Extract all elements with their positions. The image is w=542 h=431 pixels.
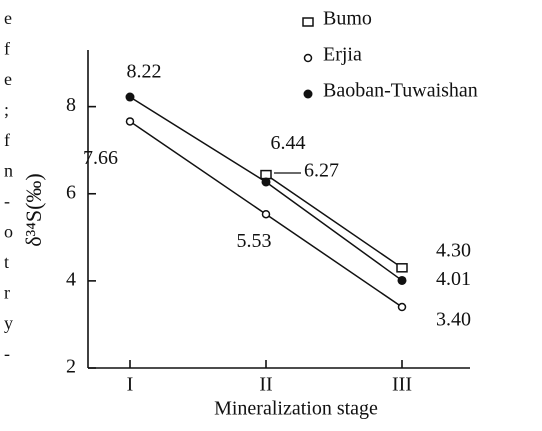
data-label: 6.44 [271, 132, 306, 154]
data-label: 5.53 [237, 230, 272, 252]
legend-label: Baoban-Tuwaishan [323, 80, 478, 102]
y-axis-label: δ³⁴S(‰) [21, 173, 46, 247]
margin-fragment: - [4, 191, 10, 211]
margin-fragment: n [4, 161, 13, 181]
y-tick-label: 8 [66, 94, 76, 116]
marker [260, 169, 272, 180]
series-line [129, 96, 403, 282]
marker [261, 177, 271, 187]
legend-label: Erjia [323, 44, 362, 66]
marker [397, 302, 407, 312]
margin-fragment: f [4, 39, 10, 59]
margin-fragment: f [4, 130, 10, 150]
legend-label: Bumo [323, 8, 372, 30]
data-label: 4.30 [436, 239, 471, 261]
y-tick-label: 4 [66, 268, 76, 290]
data-label: 4.01 [436, 268, 471, 290]
marker [303, 53, 313, 63]
data-label: 3.40 [436, 309, 471, 331]
marker [302, 17, 314, 27]
y-tick-label: 2 [66, 356, 76, 378]
margin-fragment: y [4, 313, 13, 333]
margin-fragment: e [4, 69, 12, 89]
marker [397, 275, 407, 285]
data-label: 7.66 [83, 147, 118, 169]
marker [125, 92, 135, 102]
margin-fragment: ; [4, 100, 9, 120]
marker [125, 117, 135, 126]
x-tick-label: III [392, 374, 412, 396]
margin-fragment: e [4, 8, 12, 28]
margin-fragment: t [4, 252, 9, 272]
margin-fragment: o [4, 222, 13, 242]
x-tick-label: II [259, 374, 272, 396]
marker [261, 209, 271, 219]
data-label: 8.22 [127, 61, 162, 83]
x-tick-label: I [127, 374, 134, 396]
data-label: 6.27 [304, 160, 339, 182]
margin-fragment: - [4, 344, 10, 364]
margin-fragment: r [4, 283, 10, 303]
marker [396, 263, 408, 273]
y-tick-label: 6 [66, 181, 76, 203]
series-line [265, 173, 403, 269]
marker [303, 89, 313, 99]
x-axis-label: Mineralization stage [214, 398, 378, 420]
